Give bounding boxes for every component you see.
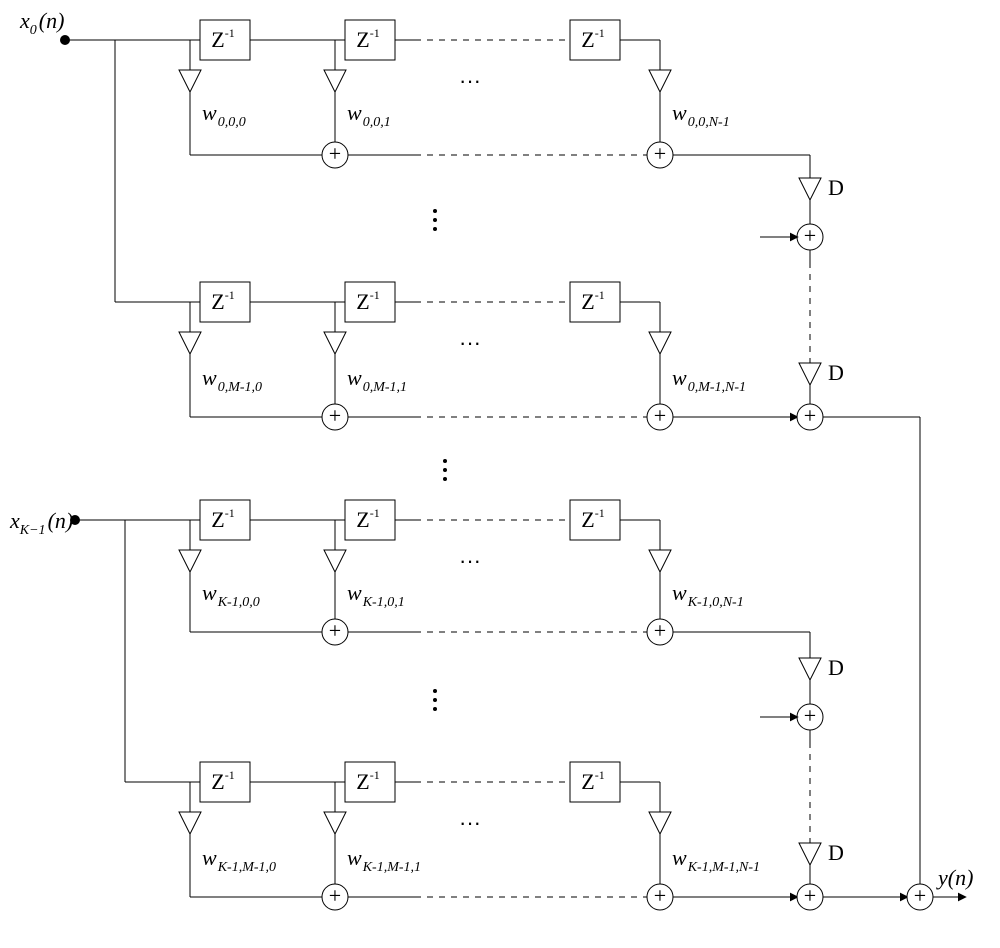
svg-text:···: ···	[459, 330, 481, 355]
svg-text:+: +	[329, 141, 341, 166]
svg-text:w0,0,0: w0,0,0	[202, 100, 246, 130]
svg-text:wK-1,M-1,0: wK-1,M-1,0	[202, 845, 276, 875]
svg-text:+: +	[654, 883, 666, 908]
svg-text:···: ···	[459, 548, 481, 573]
svg-text:w0,0,N-1: w0,0,N-1	[672, 100, 730, 130]
svg-text:+: +	[654, 403, 666, 428]
filter-diagram: x0(n)xK−1(n)Z-1Z-1Z-1++w0,0,0w0,0,1w0,0,…	[0, 0, 1000, 948]
svg-text:+: +	[804, 703, 816, 728]
svg-text:wK-1,0,1: wK-1,0,1	[347, 580, 405, 610]
svg-text:+: +	[914, 883, 926, 908]
svg-text:wK-1,0,0: wK-1,0,0	[202, 580, 260, 610]
svg-text:wK-1,M-1,N-1: wK-1,M-1,N-1	[672, 845, 760, 875]
svg-text:+: +	[804, 403, 816, 428]
svg-text:w0,M-1,1: w0,M-1,1	[347, 365, 407, 395]
svg-text:w0,M-1,0: w0,M-1,0	[202, 365, 262, 395]
svg-text:wK-1,0,N-1: wK-1,0,N-1	[672, 580, 744, 610]
svg-text:+: +	[329, 618, 341, 643]
svg-text:y(n): y(n)	[936, 865, 973, 890]
svg-text:w0,M-1,N-1: w0,M-1,N-1	[672, 365, 746, 395]
svg-text:+: +	[804, 223, 816, 248]
svg-text:D: D	[828, 655, 844, 680]
svg-text:···: ···	[459, 68, 481, 93]
svg-text:wK-1,M-1,1: wK-1,M-1,1	[347, 845, 421, 875]
svg-text:···: ···	[459, 810, 481, 835]
svg-text:D: D	[828, 840, 844, 865]
svg-text:xK−1(n): xK−1(n)	[9, 508, 73, 538]
svg-text:D: D	[828, 175, 844, 200]
svg-text:+: +	[804, 883, 816, 908]
svg-text:+: +	[654, 618, 666, 643]
svg-text:+: +	[654, 141, 666, 166]
svg-text:w0,0,1: w0,0,1	[347, 100, 391, 130]
svg-text:D: D	[828, 360, 844, 385]
svg-text:x0(n): x0(n)	[19, 8, 64, 38]
svg-text:+: +	[329, 883, 341, 908]
svg-text:+: +	[329, 403, 341, 428]
